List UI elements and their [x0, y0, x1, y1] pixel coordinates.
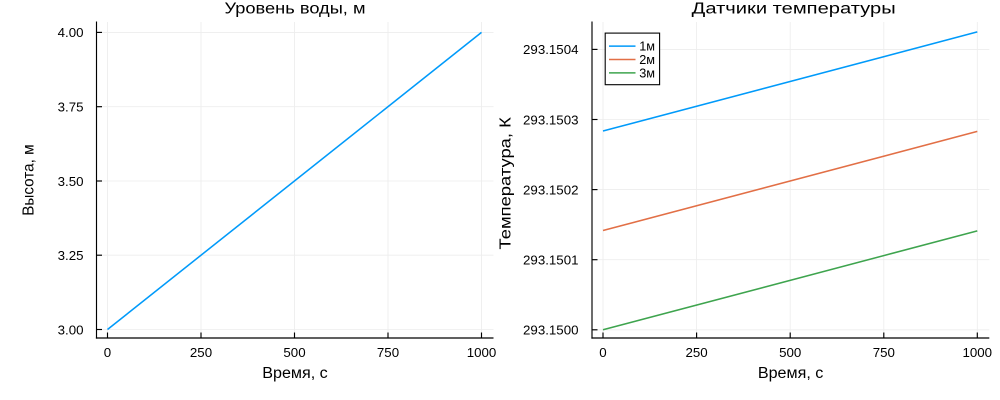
svg-text:3.25: 3.25 — [58, 248, 84, 263]
svg-text:Время, с: Время, с — [262, 365, 328, 382]
svg-text:0: 0 — [104, 345, 111, 360]
svg-text:Уровень воды, м: Уровень воды, м — [225, 1, 366, 18]
svg-text:3.50: 3.50 — [58, 174, 84, 189]
svg-text:293.1502: 293.1502 — [523, 182, 578, 197]
svg-text:250: 250 — [686, 345, 708, 360]
svg-text:Датчики температуры: Датчики температуры — [692, 1, 896, 18]
svg-text:2м: 2м — [639, 52, 655, 67]
svg-text:293.1504: 293.1504 — [523, 42, 578, 57]
svg-text:293.1503: 293.1503 — [523, 112, 578, 127]
svg-text:Высота, м: Высота, м — [21, 144, 38, 215]
svg-text:Температура, К: Температура, К — [498, 117, 515, 249]
svg-text:4.00: 4.00 — [58, 25, 84, 40]
svg-text:1000: 1000 — [963, 345, 993, 360]
svg-text:500: 500 — [779, 345, 801, 360]
svg-text:Время, с: Время, с — [758, 365, 824, 382]
svg-text:1м: 1м — [639, 39, 655, 54]
svg-text:3.75: 3.75 — [58, 100, 84, 115]
svg-text:3м: 3м — [639, 65, 655, 80]
svg-text:3.00: 3.00 — [58, 322, 84, 337]
svg-text:250: 250 — [190, 345, 212, 360]
svg-text:293.1500: 293.1500 — [523, 323, 578, 338]
svg-text:0: 0 — [599, 345, 606, 360]
svg-text:293.1501: 293.1501 — [523, 253, 578, 268]
svg-text:1000: 1000 — [467, 345, 497, 360]
svg-text:750: 750 — [873, 345, 895, 360]
svg-text:750: 750 — [377, 345, 399, 360]
svg-text:500: 500 — [283, 345, 305, 360]
